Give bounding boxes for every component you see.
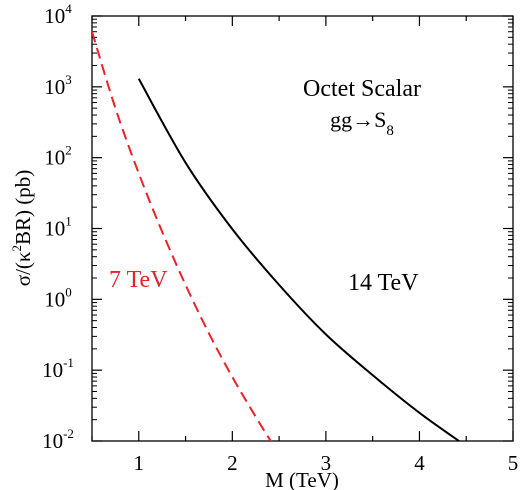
y-tick-label: 100 [44, 284, 72, 311]
series-label-7tev: 7 TeV [109, 267, 168, 293]
x-tick-labels: 1 2 3 4 5 [134, 451, 519, 475]
y-tick-labels: 10-2 10-1 100 101 102 103 104 [42, 1, 74, 453]
x-axis-title: M (TeV) [265, 468, 339, 490]
series-group [92, 31, 461, 441]
x-tick-label: 5 [508, 451, 519, 475]
y-axis-title-after: BR) (pb) [11, 170, 35, 245]
series-line-1 [137, 78, 461, 441]
series-label-14tev: 14 TeV [348, 270, 419, 296]
y-tick-label: 10-1 [42, 355, 74, 382]
annotation-process-main: gg→S [330, 107, 386, 132]
y-tick-label: 103 [44, 72, 72, 99]
y-tick-label: 10-2 [42, 426, 74, 453]
annotation-process-sub: 8 [386, 123, 394, 139]
annotation-process: gg→S8 [330, 107, 394, 139]
y-axis-title-before: σ/(κ [11, 251, 35, 286]
y-axis-title-sup: 2 [9, 245, 24, 252]
y-tick-label: 104 [44, 1, 72, 28]
x-tick-label: 1 [134, 451, 145, 475]
y-axis-title: σ/(κ2BR) (pb) [9, 170, 35, 286]
y-tick-label: 102 [44, 143, 72, 170]
x-tick-label: 2 [227, 451, 238, 475]
x-tick-label: 3 [321, 451, 332, 475]
annotation-title: Octet Scalar [303, 76, 421, 102]
x-tick-label: 4 [414, 451, 425, 475]
series-line-0 [92, 31, 272, 441]
y-tick-label: 101 [44, 214, 72, 241]
